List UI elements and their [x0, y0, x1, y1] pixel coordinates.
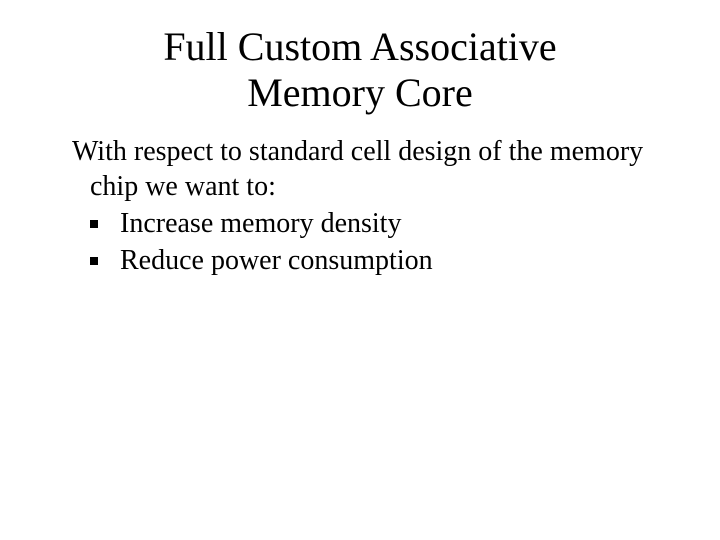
- bullet-item: Increase memory density: [60, 206, 660, 241]
- bullet-icon: [90, 257, 98, 265]
- bullet-text: Reduce power consumption: [120, 243, 433, 278]
- bullet-text: Increase memory density: [120, 206, 401, 241]
- slide-container: Full Custom Associative Memory Core With…: [0, 0, 720, 278]
- bullet-icon: [90, 220, 98, 228]
- title-line-2: Memory Core: [247, 70, 473, 115]
- intro-text: With respect to standard cell design of …: [60, 134, 660, 204]
- slide-body: With respect to standard cell design of …: [60, 134, 660, 278]
- bullet-item: Reduce power consumption: [60, 243, 660, 278]
- slide-title: Full Custom Associative Memory Core: [60, 24, 660, 116]
- title-line-1: Full Custom Associative: [163, 24, 556, 69]
